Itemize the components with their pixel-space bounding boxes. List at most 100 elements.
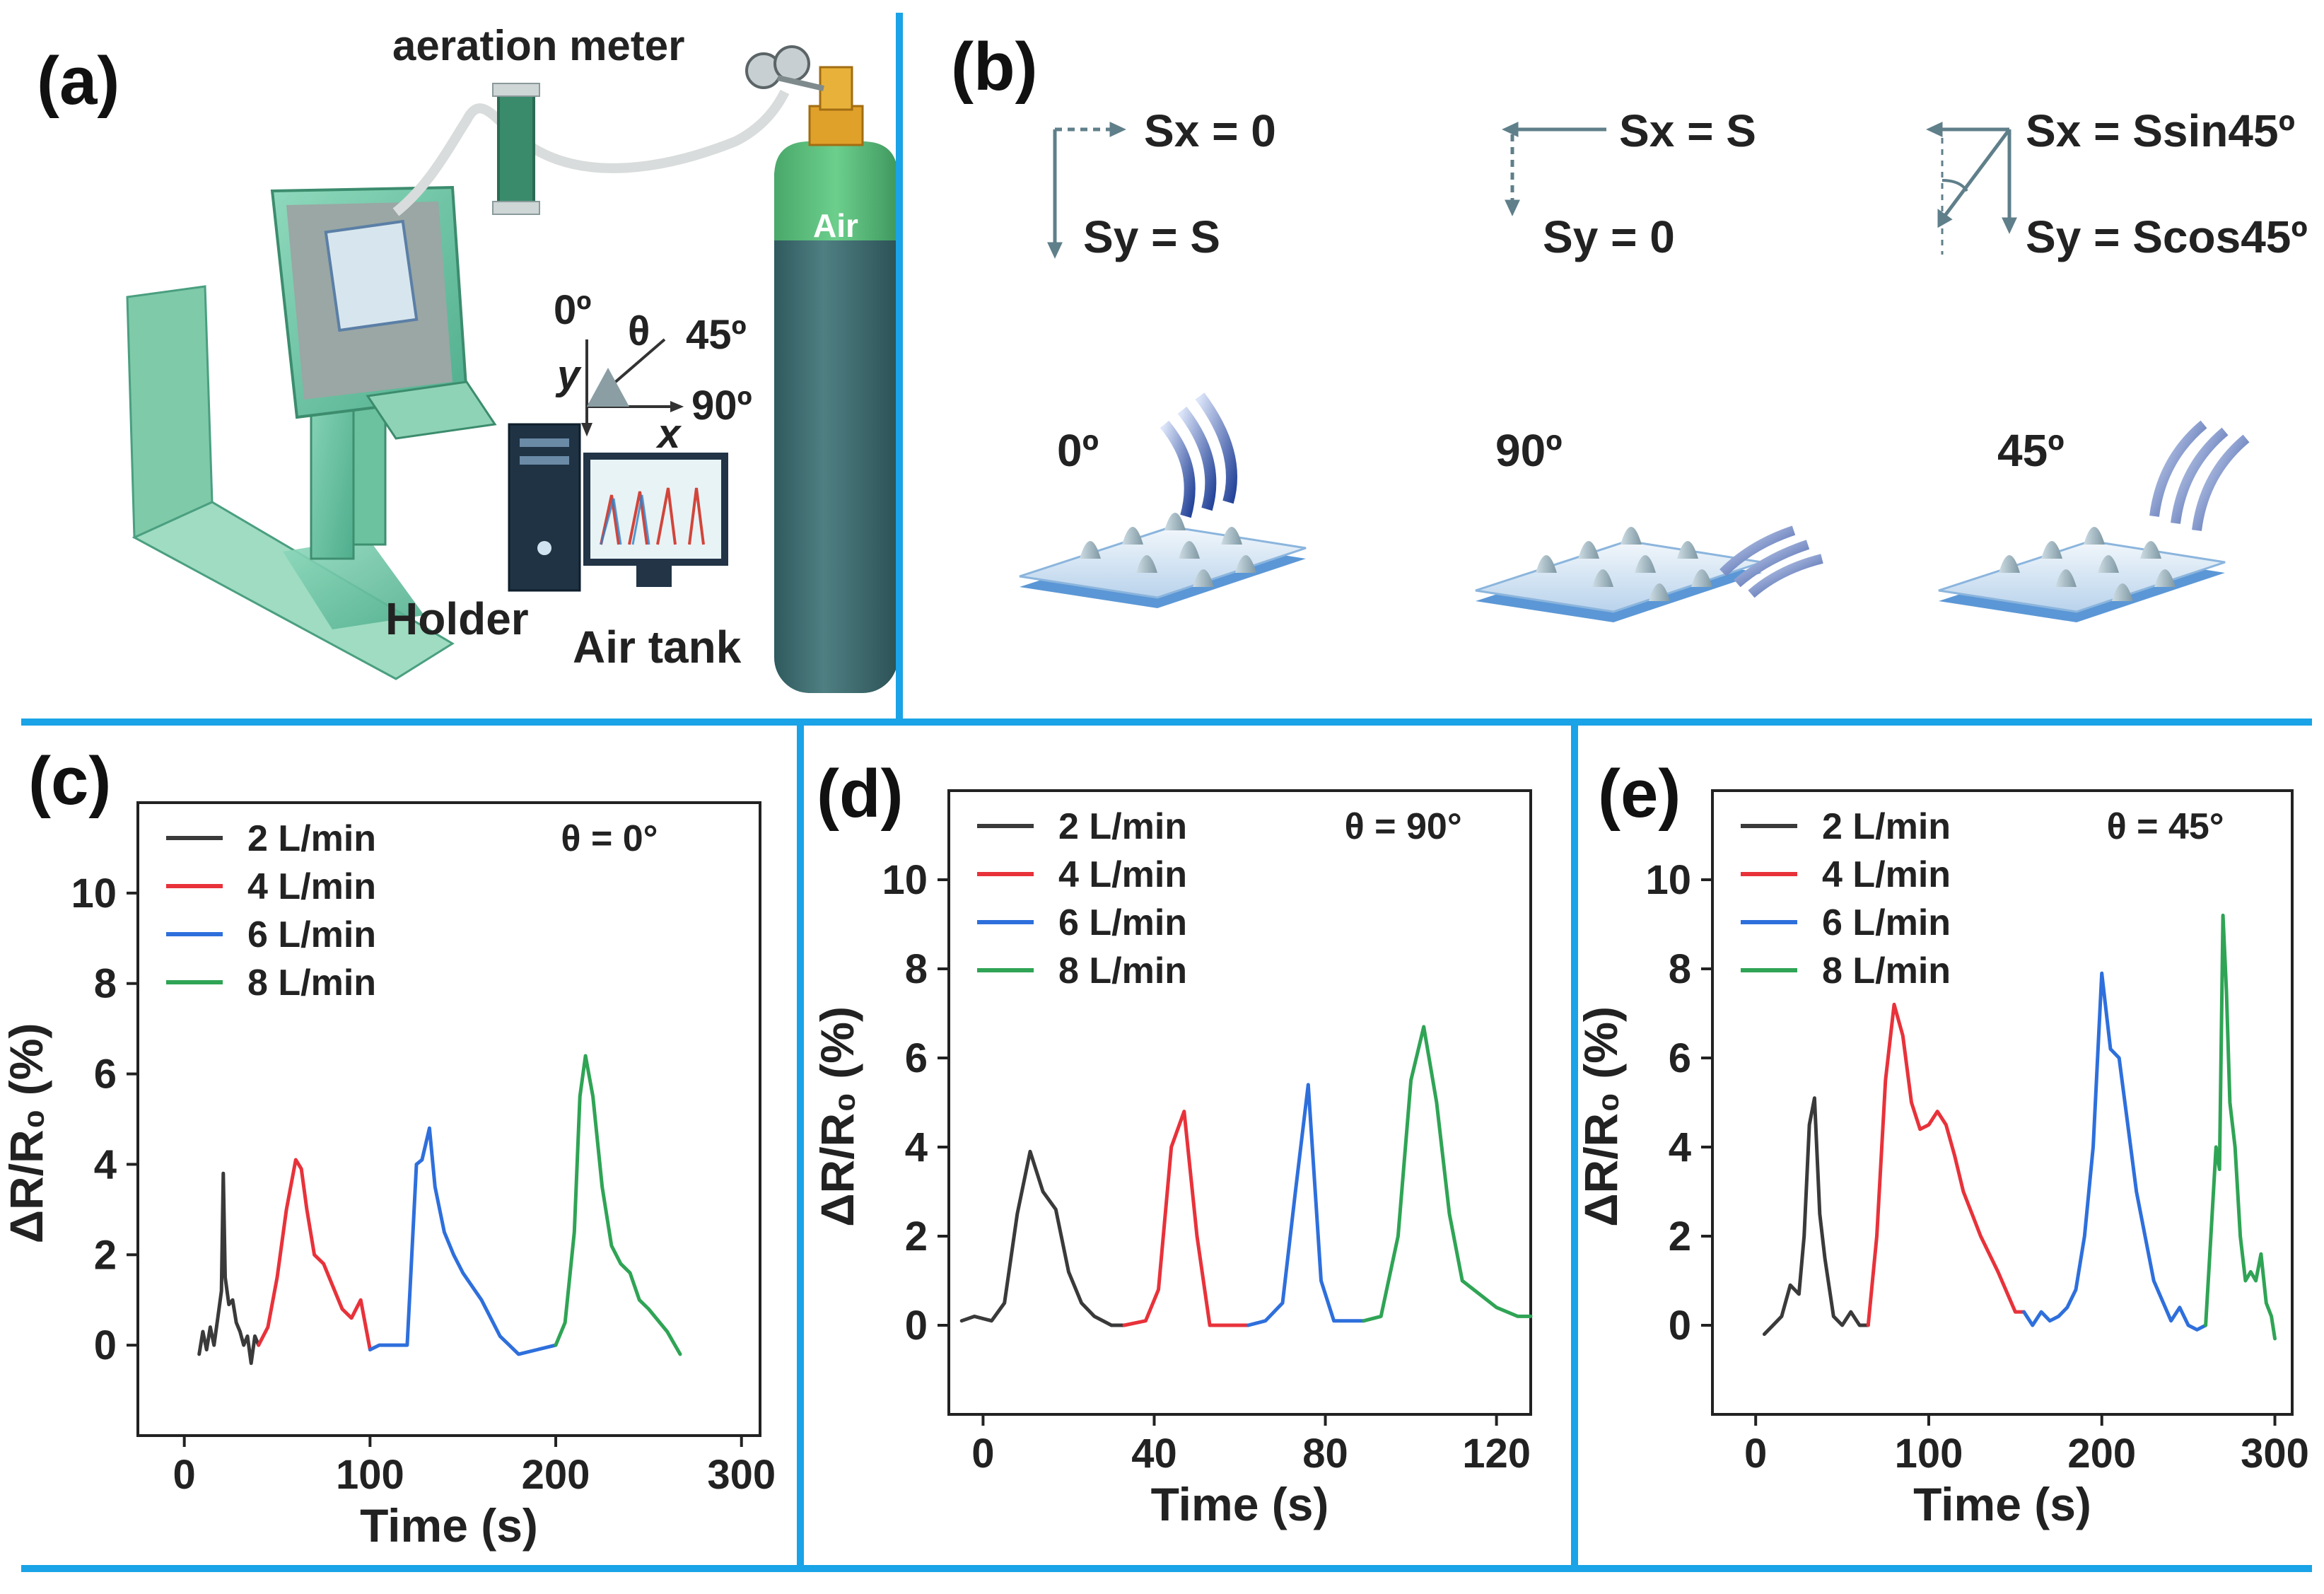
legend-label: 4 L/min	[247, 866, 376, 907]
y-axis-label: ΔR/R₀ (%)	[0, 1023, 52, 1244]
x-axis-label: Time (s)	[1913, 1478, 2091, 1530]
x-tick-label: 0	[1744, 1431, 1767, 1477]
x-tick-label: 300	[2241, 1431, 2309, 1477]
case45-sy: Sy = Scos45º	[2026, 211, 2308, 262]
angle-0-label: 0º	[554, 287, 592, 333]
legend-label: 4 L/min	[1058, 854, 1187, 895]
chart-c: 0 100 200 300 0 2 4 6 8 10 Time (s) ΔR/R₀ (%) 2 L/mi…	[0, 801, 776, 1552]
chart-d: 0 40 80 120 0 2 4 6 8 10 Time (s) ΔR/R₀ (%) 2 L/min 4…	[811, 789, 1533, 1530]
x-tick-label: 0	[971, 1431, 994, 1477]
series-line-2	[1122, 1110, 1251, 1327]
series-line-1	[959, 1149, 1126, 1327]
x-tick-label: 80	[1302, 1431, 1348, 1477]
y-tick-label: 10	[71, 871, 117, 917]
legend-label: 6 L/min	[1058, 902, 1187, 943]
y-tick-label: 2	[94, 1232, 117, 1278]
y-axis-label: ΔR/R₀ (%)	[811, 1006, 863, 1227]
panel-a-label: (a)	[37, 43, 120, 119]
case45-angle: 45º	[1997, 425, 2065, 476]
y-tick-label: 6	[905, 1035, 928, 1081]
force-diagrams	[1019, 122, 2250, 622]
angle-annotation: θ = 90°	[1345, 806, 1462, 847]
case90-sy: Sy = 0	[1543, 211, 1675, 262]
y-tick-label: 2	[905, 1214, 928, 1260]
series-line-4	[1362, 1025, 1533, 1323]
y-tick-label: 8	[905, 946, 928, 992]
y-tick-label: 0	[94, 1322, 117, 1368]
legend-label: 2 L/min	[1058, 806, 1187, 847]
x-tick-label: 120	[1462, 1431, 1531, 1477]
angle-diagram	[581, 338, 684, 437]
panel-e-label: (e)	[1598, 756, 1681, 832]
sensor-icon-90	[1475, 525, 1823, 622]
y-tick-label: 2	[1669, 1214, 1691, 1260]
divider-vertical-top	[896, 13, 903, 721]
vector-case-90	[1502, 122, 1606, 216]
divider-horizontal-bottom	[21, 1565, 2312, 1572]
series-line-3	[2022, 971, 2208, 1332]
case90-angle: 90º	[1495, 425, 1563, 476]
sensor-icon-45	[1938, 420, 2250, 622]
y-tick-label: 6	[94, 1052, 117, 1098]
panel-d-label: (d)	[817, 756, 904, 832]
x-axis-label: x	[658, 411, 681, 457]
air-tank-icon: Air	[745, 45, 896, 693]
plot-frame	[1711, 789, 2294, 1416]
legend-label: 8 L/min	[1058, 950, 1187, 991]
x-tick-label: 0	[173, 1452, 196, 1498]
y-tick-label: 10	[882, 857, 928, 903]
y-tick-label: 4	[905, 1124, 928, 1170]
divider-vertical-cd	[797, 719, 804, 1571]
air-label: Air	[813, 207, 858, 244]
case90-sx: Sx = S	[1619, 105, 1756, 156]
holder-icon	[126, 185, 497, 680]
divider-vertical-de	[1571, 719, 1578, 1571]
case0-sy: Sy = S	[1083, 211, 1220, 262]
y-axis-label: y	[557, 352, 580, 398]
y-tick-label: 8	[1669, 946, 1691, 992]
legend-label: 8 L/min	[1822, 950, 1951, 991]
panel-c-label: (c)	[28, 743, 112, 819]
y-axis-label: ΔR/R₀ (%)	[1578, 1006, 1627, 1227]
sensor-icon-0	[1019, 392, 1307, 608]
holder-label: Holder	[385, 593, 529, 644]
case45-sx: Sx = Ssin45º	[2026, 105, 2295, 156]
x-tick-label: 200	[522, 1452, 590, 1498]
x-tick-label: 300	[707, 1452, 776, 1498]
legend-label: 2 L/min	[1822, 806, 1951, 847]
x-tick-label: 40	[1131, 1431, 1177, 1477]
chart-e: 0 100 200 300 0 2 4 6 8 10 Time (s) ΔR/R₀ (%) 2 L/mi…	[1578, 789, 2309, 1530]
vector-case-45	[1926, 122, 2017, 255]
plot-frame	[136, 801, 761, 1437]
series-line-4	[2204, 913, 2277, 1341]
series-line-1	[1762, 1096, 1870, 1337]
angle-45-label: 45º	[686, 312, 747, 358]
x-tick-label: 100	[336, 1452, 404, 1498]
x-axis-label: Time (s)	[1151, 1478, 1329, 1530]
case0-sx: Sx = 0	[1144, 105, 1276, 156]
air-tank-label: Air tank	[573, 622, 742, 673]
series-line-2	[257, 1158, 372, 1351]
panel-b-label: (b)	[951, 29, 1038, 105]
vector-case-0	[1047, 122, 1126, 259]
legend-label: 2 L/min	[247, 818, 376, 859]
y-tick-label: 4	[1669, 1124, 1691, 1170]
series-line-3	[368, 1126, 558, 1356]
y-tick-label: 6	[1669, 1035, 1691, 1081]
angle-annotation: θ = 45°	[2107, 806, 2224, 847]
setup-illustration: Air	[126, 45, 896, 693]
case0-angle: 0º	[1057, 425, 1099, 476]
legend-label: 8 L/min	[247, 962, 376, 1003]
y-tick-label: 0	[905, 1303, 928, 1349]
y-tick-label: 10	[1645, 857, 1691, 903]
legend-label: 6 L/min	[247, 914, 376, 955]
x-axis-label: Time (s)	[360, 1499, 538, 1552]
divider-horizontal-middle	[21, 719, 2312, 726]
plot-frame	[947, 789, 1532, 1416]
x-tick-label: 200	[2067, 1431, 2136, 1477]
theta-label: θ	[628, 308, 650, 354]
y-tick-label: 8	[94, 961, 117, 1007]
legend-label: 6 L/min	[1822, 902, 1951, 943]
y-tick-label: 0	[1669, 1303, 1691, 1349]
series-line-4	[554, 1054, 682, 1356]
